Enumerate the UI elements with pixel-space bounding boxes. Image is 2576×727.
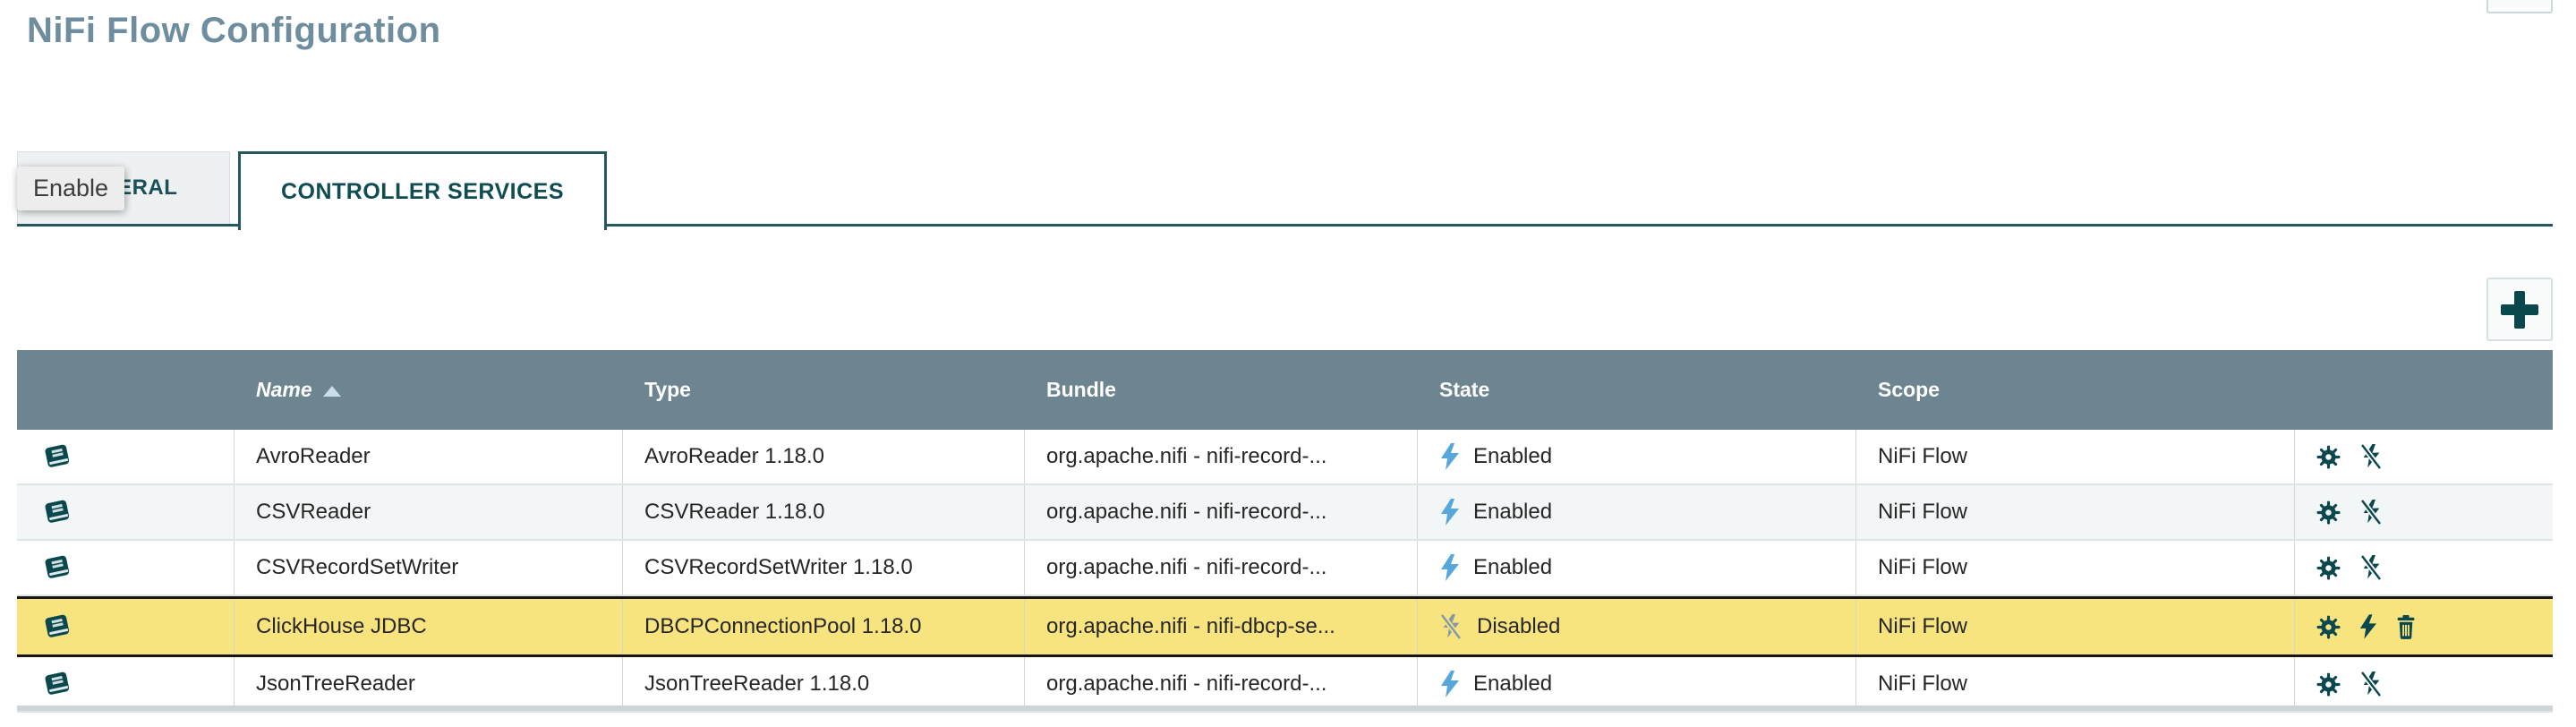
book-icon bbox=[44, 553, 73, 582]
header-type[interactable]: Type bbox=[644, 378, 691, 401]
bolt-icon bbox=[1439, 499, 1459, 526]
service-bundle: org.apache.nifi - nifi-record-... bbox=[1025, 485, 1418, 539]
service-type: JsonTreeReader 1.18.0 bbox=[623, 657, 1025, 711]
bolt-icon bbox=[1439, 443, 1459, 470]
bolt-slash-icon[interactable] bbox=[2358, 499, 2384, 526]
bolt-icon bbox=[1439, 554, 1459, 581]
service-bundle: org.apache.nifi - nifi-dbcp-se... bbox=[1025, 599, 1418, 654]
gear-icon[interactable] bbox=[2316, 500, 2341, 525]
service-state: Enabled bbox=[1473, 671, 1553, 696]
enable-tooltip: Enable bbox=[17, 167, 125, 210]
gear-icon[interactable] bbox=[2316, 672, 2341, 697]
book-icon bbox=[44, 670, 73, 698]
service-type: DBCPConnectionPool 1.18.0 bbox=[623, 599, 1025, 654]
table-row[interactable]: JsonTreeReader JsonTreeReader 1.18.0 org… bbox=[17, 657, 2553, 713]
service-state: Disabled bbox=[1477, 614, 1561, 638]
gear-icon[interactable] bbox=[2316, 615, 2341, 639]
bolt-slash-icon bbox=[1439, 613, 1463, 640]
header-bundle[interactable]: Bundle bbox=[1046, 378, 1116, 401]
service-bundle: org.apache.nifi - nifi-record-... bbox=[1025, 657, 1418, 711]
table-bottom-divider bbox=[17, 706, 2553, 711]
table-row[interactable]: CSVRecordSetWriter CSVRecordSetWriter 1.… bbox=[17, 541, 2553, 596]
controller-services-table: Name Type Bundle State Scope AvroReader … bbox=[17, 350, 2553, 713]
gear-icon[interactable] bbox=[2316, 445, 2341, 469]
header-scope[interactable]: Scope bbox=[1878, 378, 1941, 401]
header-state[interactable]: State bbox=[1439, 378, 1490, 401]
bolt-slash-icon[interactable] bbox=[2358, 554, 2384, 581]
book-icon bbox=[44, 442, 73, 471]
bolt-icon[interactable] bbox=[2358, 614, 2376, 639]
table-row[interactable]: AvroReader AvroReader 1.18.0 org.apache.… bbox=[17, 430, 2553, 485]
trash-icon[interactable] bbox=[2394, 614, 2418, 639]
page-title: NiFi Flow Configuration bbox=[27, 11, 441, 50]
tab-controller-services-label: CONTROLLER SERVICES bbox=[280, 179, 565, 204]
service-type: AvroReader 1.18.0 bbox=[623, 430, 1025, 483]
tab-bar-underline bbox=[17, 224, 2553, 227]
bolt-slash-icon[interactable] bbox=[2358, 443, 2384, 470]
sort-ascending-icon bbox=[322, 385, 341, 397]
book-icon bbox=[44, 498, 73, 526]
add-controller-service-button[interactable] bbox=[2486, 278, 2553, 341]
header-name[interactable]: Name bbox=[235, 378, 623, 402]
service-scope: NiFi Flow bbox=[1856, 599, 2295, 654]
service-name: AvroReader bbox=[235, 430, 623, 483]
service-name: CSVRecordSetWriter bbox=[235, 541, 623, 594]
service-scope: NiFi Flow bbox=[1856, 657, 2295, 711]
table-header-row: Name Type Bundle State Scope bbox=[17, 350, 2553, 430]
top-right-partial-button[interactable] bbox=[2486, 0, 2553, 13]
tab-controller-services[interactable]: CONTROLLER SERVICES bbox=[238, 151, 607, 230]
service-state: Enabled bbox=[1473, 500, 1553, 524]
table-row[interactable]: CSVReader CSVReader 1.18.0 org.apache.ni… bbox=[17, 485, 2553, 541]
gear-icon[interactable] bbox=[2316, 556, 2341, 580]
service-name: ClickHouse JDBC bbox=[235, 599, 623, 654]
service-state: Enabled bbox=[1473, 555, 1553, 579]
bolt-slash-icon[interactable] bbox=[2358, 671, 2384, 697]
service-name: CSVReader bbox=[235, 485, 623, 539]
table-row-selected[interactable]: ClickHouse JDBC DBCPConnectionPool 1.18.… bbox=[17, 596, 2553, 657]
service-type: CSVRecordSetWriter 1.18.0 bbox=[623, 541, 1025, 594]
service-state: Enabled bbox=[1473, 444, 1553, 468]
service-name: JsonTreeReader bbox=[235, 657, 623, 711]
service-type: CSVReader 1.18.0 bbox=[623, 485, 1025, 539]
service-bundle: org.apache.nifi - nifi-record-... bbox=[1025, 430, 1418, 483]
plus-icon bbox=[2514, 290, 2525, 329]
book-icon bbox=[44, 612, 73, 641]
service-bundle: org.apache.nifi - nifi-record-... bbox=[1025, 541, 1418, 594]
service-scope: NiFi Flow bbox=[1856, 430, 2295, 483]
service-scope: NiFi Flow bbox=[1856, 485, 2295, 539]
bolt-icon bbox=[1439, 671, 1459, 697]
service-scope: NiFi Flow bbox=[1856, 541, 2295, 594]
